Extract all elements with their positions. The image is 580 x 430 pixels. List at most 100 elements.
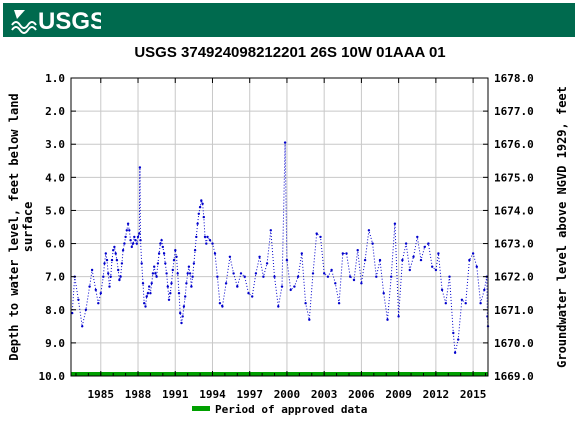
data-point	[304, 302, 307, 305]
data-point	[105, 258, 109, 262]
data-point	[401, 258, 404, 262]
data-point	[193, 249, 197, 252]
data-point	[190, 285, 193, 288]
data-point	[239, 272, 243, 275]
data-point	[471, 252, 475, 255]
data-point	[94, 288, 98, 292]
data-point	[149, 292, 152, 295]
y-tick-label-left: 1.0	[45, 72, 65, 85]
data-point	[77, 298, 80, 301]
y-tick-label-right: 1669.0	[494, 370, 534, 383]
data-point	[150, 282, 153, 285]
data-point	[155, 275, 158, 278]
data-point	[378, 258, 382, 262]
data-point	[444, 302, 447, 305]
data-point	[169, 292, 172, 295]
data-point	[457, 338, 460, 341]
y-tick-label-left: 5.0	[45, 204, 65, 217]
series-line	[71, 142, 489, 353]
data-point	[475, 265, 478, 268]
data-point	[148, 285, 151, 288]
data-point	[375, 275, 378, 278]
x-tick-label: 1985	[88, 388, 115, 401]
data-point	[119, 275, 122, 278]
data-point	[293, 285, 296, 288]
data-point	[390, 275, 393, 278]
left-y-axis-title: Depth to water level, feet below landsur…	[7, 93, 35, 360]
data-point	[341, 252, 344, 255]
data-point	[97, 302, 100, 305]
y-tick-label-left: 7.0	[45, 271, 65, 284]
data-point	[258, 255, 261, 258]
legend-label: Period of approved data	[215, 403, 367, 416]
data-point	[159, 242, 162, 245]
data-point	[166, 285, 169, 288]
plot-frame	[70, 77, 489, 377]
data-point	[337, 302, 341, 305]
data-point	[81, 325, 84, 328]
x-tick-label: 2012	[423, 388, 450, 401]
data-point	[200, 199, 203, 202]
data-point	[138, 232, 141, 235]
data-point	[138, 166, 142, 169]
data-point	[90, 268, 94, 272]
data-point	[182, 305, 186, 308]
data-point	[452, 331, 455, 335]
y-tick-label-left: 4.0	[45, 171, 65, 184]
data-point	[285, 258, 289, 262]
data-point	[448, 275, 451, 278]
left-y-tick-labels: 1.0 2.0 3.0 4.0 5.0 6.0 7.0 8.0 9.0 10.0	[39, 72, 66, 383]
data-point	[201, 202, 204, 205]
data-point	[254, 272, 258, 275]
data-point	[434, 268, 438, 272]
data-point	[134, 239, 137, 242]
data-point	[115, 258, 119, 262]
data-point	[177, 292, 181, 295]
legend: Period of approved data	[192, 403, 367, 416]
data-point	[483, 288, 486, 292]
data-point	[102, 275, 105, 278]
data-point	[224, 282, 228, 285]
data-point	[195, 235, 198, 239]
data-point	[110, 258, 114, 262]
y-tick-label-left: 10.0	[39, 370, 66, 383]
data-point	[129, 239, 132, 242]
y-tick-label-right: 1670.0	[494, 337, 534, 350]
y-tick-label-right: 1673.0	[494, 238, 534, 251]
data-point	[125, 229, 128, 232]
data-point	[326, 275, 330, 278]
usgs-logo-text: USGS	[38, 8, 101, 34]
data-point	[124, 235, 127, 239]
data-point	[311, 272, 315, 275]
data-point	[356, 249, 359, 252]
axis-ticks	[71, 77, 488, 377]
data-point	[352, 278, 356, 282]
data-point	[167, 298, 171, 301]
data-point	[363, 258, 367, 262]
data-point	[216, 275, 219, 278]
data-point	[273, 275, 276, 278]
data-point	[289, 288, 292, 292]
data-point	[191, 275, 194, 278]
data-point	[440, 288, 444, 292]
usgs-logo[interactable]: USGS	[11, 6, 101, 34]
data-point	[143, 302, 146, 305]
data-point	[213, 252, 217, 255]
data-point	[123, 242, 126, 245]
x-tick-labels: 1985 1988 1991 1994 1997 2000 2003 2006 2009 2012…	[88, 388, 487, 401]
data-point	[280, 285, 284, 288]
data-point	[131, 242, 135, 245]
data-point	[135, 242, 138, 245]
data-point	[130, 245, 133, 249]
usgs-header-banner: USGS	[3, 3, 575, 37]
x-tick-label: 2015	[460, 388, 487, 401]
data-point	[165, 272, 168, 275]
data-point	[243, 275, 246, 278]
left-y-axis-title-line1: Depth to water level, feet below land	[7, 93, 21, 360]
data-point	[427, 242, 430, 245]
data-point	[109, 275, 112, 278]
x-tick-label: 1988	[125, 388, 152, 401]
data-point	[196, 222, 199, 225]
y-tick-label-right: 1678.0	[494, 72, 534, 85]
data-point	[382, 292, 385, 295]
